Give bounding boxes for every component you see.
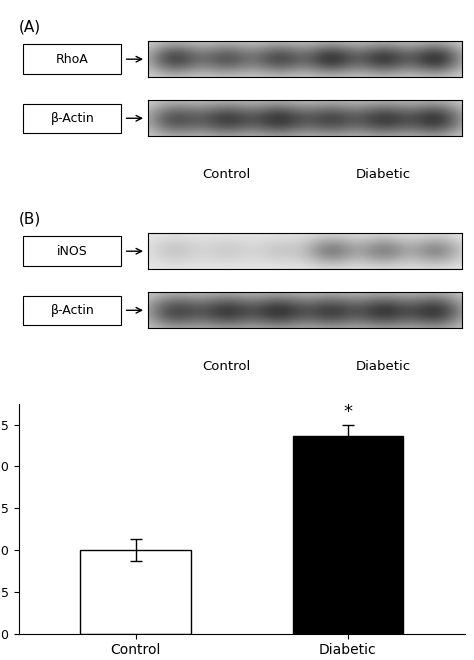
FancyBboxPatch shape <box>23 236 121 266</box>
Text: β-Actin: β-Actin <box>51 112 94 125</box>
Text: iNOS: iNOS <box>57 245 88 257</box>
Text: (A): (A) <box>19 20 41 35</box>
Text: Control: Control <box>202 360 251 373</box>
Text: Diabetic: Diabetic <box>356 360 411 373</box>
FancyBboxPatch shape <box>23 296 121 325</box>
FancyBboxPatch shape <box>23 104 121 133</box>
FancyBboxPatch shape <box>23 44 121 74</box>
Bar <box>81 550 191 634</box>
Bar <box>292 436 403 634</box>
Text: *: * <box>343 403 352 420</box>
Text: RhoA: RhoA <box>56 53 89 66</box>
Text: Diabetic: Diabetic <box>356 168 411 181</box>
Text: Control: Control <box>202 168 251 181</box>
Text: (B): (B) <box>19 212 41 227</box>
Text: β-Actin: β-Actin <box>51 304 94 317</box>
